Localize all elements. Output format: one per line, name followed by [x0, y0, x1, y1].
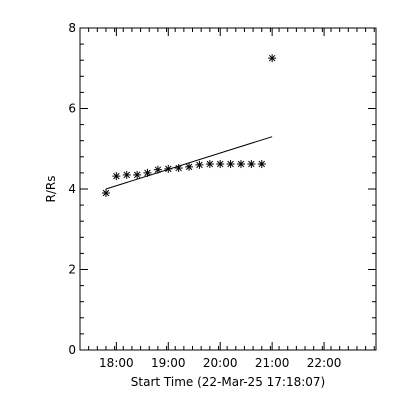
- y-tick-label: 2: [68, 263, 76, 277]
- x-axis: 18:00 19:00 20:00 21:00 22:00: [79, 28, 375, 370]
- data-point: [226, 160, 235, 169]
- x-tick-label: 22:00: [307, 356, 342, 370]
- x-tick-label: 21:00: [255, 356, 290, 370]
- data-point: [205, 160, 214, 169]
- data-point: [112, 172, 121, 181]
- x-tick-label: 20:00: [203, 356, 238, 370]
- y-tick-label: 8: [68, 21, 76, 35]
- data-point: [195, 160, 204, 169]
- data-point: [153, 165, 162, 174]
- data-point: [174, 164, 183, 173]
- data-series: [101, 54, 277, 198]
- fit-line: [105, 136, 273, 190]
- data-point: [185, 162, 194, 171]
- y-axis: 0 2 4 6 8: [68, 21, 376, 357]
- plot-frame: [79, 27, 377, 351]
- y-tick-label: 4: [68, 182, 76, 196]
- x-tick-label: 18:00: [99, 356, 134, 370]
- data-point: [216, 160, 225, 169]
- data-point: [122, 170, 131, 179]
- data-point: [257, 160, 266, 169]
- y-tick-label: 6: [68, 102, 76, 116]
- data-point: [247, 160, 256, 169]
- data-point: [268, 54, 277, 63]
- data-point: [164, 164, 173, 173]
- y-tick-label: 0: [68, 343, 76, 357]
- data-point: [143, 168, 152, 177]
- x-axis-label: Start Time (22-Mar-25 17:18:07): [131, 375, 325, 389]
- data-point: [236, 160, 245, 169]
- y-axis-label: R/Rs: [44, 176, 58, 203]
- x-tick-label: 19:00: [151, 356, 186, 370]
- data-point: [133, 170, 142, 179]
- data-point: [101, 189, 110, 198]
